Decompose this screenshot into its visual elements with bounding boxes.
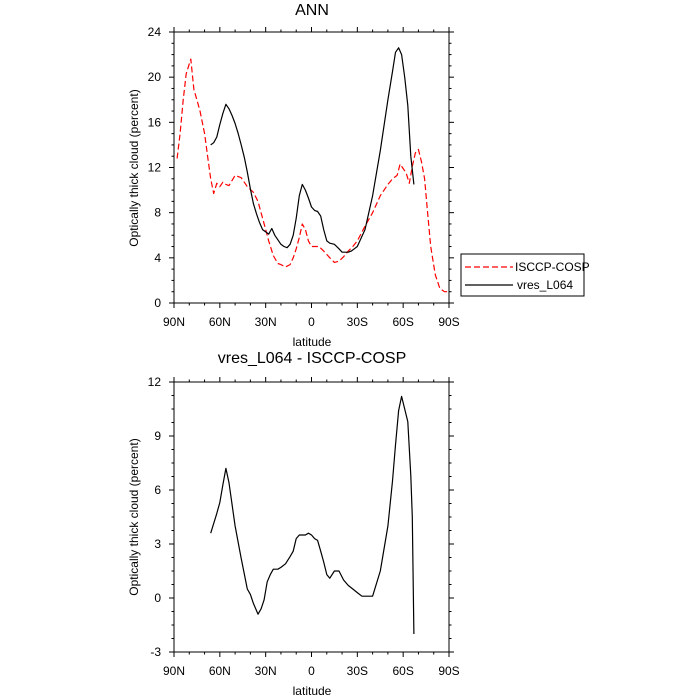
bottom-plot-frame <box>173 381 450 653</box>
top-x-tick-label: 30N <box>255 315 277 329</box>
bottom-y-axis-label: Optically thick cloud (percent) <box>127 438 141 595</box>
top-plot-frame <box>173 31 450 304</box>
top-y-tick-label: 4 <box>154 251 161 265</box>
bottom-y-tick-label: 6 <box>154 483 161 497</box>
bottom-x-axis-label: latitude <box>293 684 332 698</box>
legend: ISCCP-COSP vres_L064 <box>460 253 590 297</box>
legend-label-vres-l064: vres_L064 <box>517 278 573 292</box>
top-series-vres-l064 <box>210 47 415 253</box>
top-y-tick-label: 24 <box>148 25 162 39</box>
top-y-tick-label: 0 <box>154 296 161 310</box>
top-y-tick-label: 20 <box>148 70 162 84</box>
bottom-x-tick-label: 0 <box>308 664 315 678</box>
top-x-tick-label: 90S <box>438 315 459 329</box>
top-series-isccp-cosp <box>176 58 448 293</box>
bottom-y-tick-label: 0 <box>154 591 161 605</box>
bottom-y-tick-label: -3 <box>150 645 161 659</box>
top-y-tick-label: 16 <box>148 115 162 129</box>
top-x-tick-label: 30S <box>347 315 368 329</box>
bottom-x-tick-label: 90S <box>438 664 459 678</box>
top-chart-title: ANN <box>295 2 329 19</box>
bottom-plot-area: 90N 60N 30N 0 30S 60S 90S -3 0 3 6 9 12 <box>148 375 460 678</box>
bottom-panel: vres_L064 - ISCCP-COSP latitude Opticall… <box>127 350 460 698</box>
top-y-axis-label: Optically thick cloud (percent) <box>127 89 141 246</box>
top-x-tick-label: 60S <box>392 315 413 329</box>
bottom-x-tick-label: 30S <box>347 664 368 678</box>
bottom-x-tick-label: 60N <box>209 664 231 678</box>
top-panel: ANN latitude Optically thick cloud (perc… <box>127 2 460 349</box>
top-y-tick-label: 8 <box>154 206 161 220</box>
top-x-tick-label: 0 <box>308 315 315 329</box>
bottom-y-tick-label: 3 <box>154 537 161 551</box>
top-x-tick-label: 90N <box>163 315 185 329</box>
bottom-series-vres-l064-isccp-cosp <box>210 395 415 635</box>
bottom-y-tick-label: 9 <box>154 429 161 443</box>
legend-box <box>460 253 585 297</box>
bottom-x-tick-label: 90N <box>163 664 185 678</box>
bottom-y-tick-label: 12 <box>148 375 162 389</box>
legend-label-isccp-cosp: ISCCP-COSP <box>515 260 590 274</box>
top-x-tick-label: 60N <box>209 315 231 329</box>
top-x-axis-label: latitude <box>293 335 332 349</box>
top-plot-area: 90N 60N 30N 0 30S 60S 90S 0 4 8 12 16 20 24 <box>148 25 460 329</box>
top-y-tick-label: 12 <box>148 161 162 175</box>
bottom-chart-title: vres_L064 - ISCCP-COSP <box>218 350 407 367</box>
bottom-x-tick-label: 30N <box>255 664 277 678</box>
bottom-x-tick-label: 60S <box>392 664 413 678</box>
